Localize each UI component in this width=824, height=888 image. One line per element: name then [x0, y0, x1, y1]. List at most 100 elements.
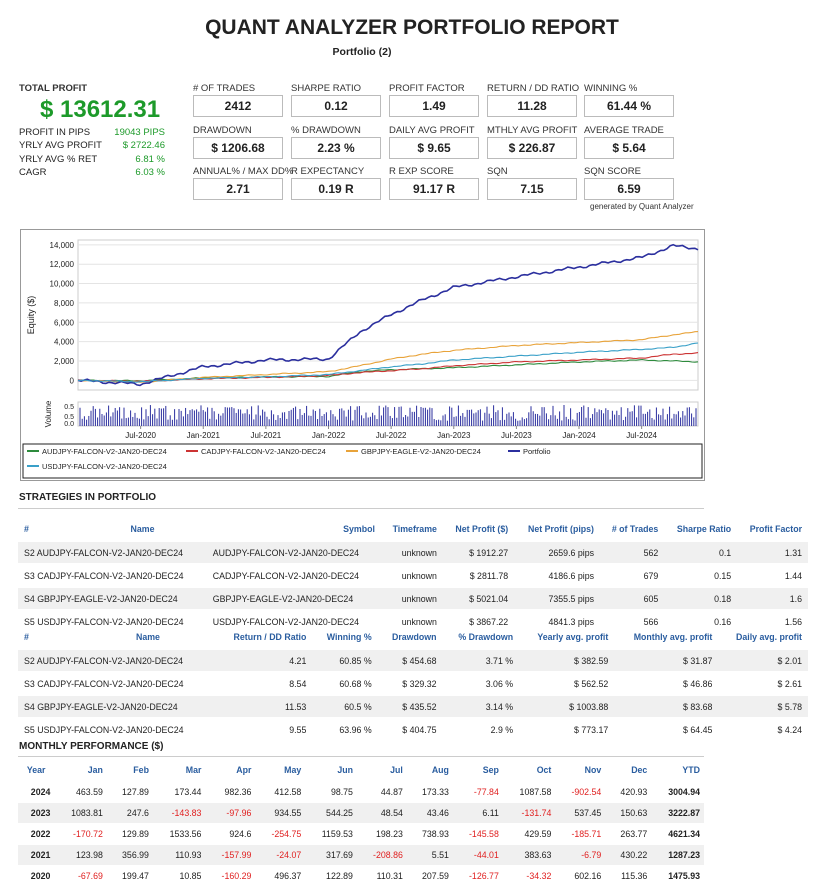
- ytd-cell: 4621.34: [651, 823, 704, 845]
- table-cell: 4186.6 pips: [514, 563, 600, 587]
- column-header: Daily avg. profit: [736, 632, 802, 642]
- metric-card: DAILY AVG PROFIT $ 9.65: [389, 125, 486, 159]
- metric-label: SQN: [487, 166, 508, 177]
- column-header: % Drawdown: [458, 632, 514, 642]
- column-header: Dec: [631, 765, 648, 775]
- y-tick-label: 6,000: [54, 318, 75, 327]
- metric-card: AVERAGE TRADE $ 5.64: [584, 125, 681, 159]
- column-header: Feb: [133, 765, 149, 775]
- equity-chart: 14,000 12,000 10,000 8,000 6,000 4,000 2,000 0 E…: [20, 229, 705, 481]
- table-cell: 3.71 %: [442, 648, 520, 672]
- column-header: Drawdown: [392, 632, 437, 642]
- strategy-name-cell: S3 CADJPY-FALCON-V2-JAN20-DEC24: [18, 671, 215, 695]
- year-cell: 2020: [18, 865, 55, 886]
- metric-value: 61.44 %: [584, 95, 674, 117]
- column-header: Jan: [87, 765, 103, 775]
- column-header: Net Profit ($): [455, 524, 509, 534]
- strategy-name: CADJPY-FALCON-V2-JAN20-DEC24: [37, 570, 184, 581]
- strategy-id: S2: [24, 655, 37, 666]
- metric-card: DRAWDOWN $ 1206.68: [193, 125, 290, 159]
- metric-card: ANNUAL% / MAX DD% 2.71: [193, 166, 294, 200]
- column-header: Profit Factor: [749, 524, 802, 534]
- month-cell: 356.99: [106, 844, 153, 866]
- column-header: Nov: [584, 765, 602, 775]
- table-cell: unknown: [380, 586, 443, 610]
- table-row: S5 USDJPY-FALCON-V2-JAN20-DEC24 USDJPY-FA…: [18, 609, 808, 632]
- strategy-name: AUDJPY-FALCON-V2-JAN20-DEC24: [36, 547, 184, 558]
- metric-label: DRAWDOWN: [193, 125, 252, 136]
- divider: [18, 508, 704, 509]
- table-row: S5 USDJPY-FALCON-V2-JAN20-DEC24 9.55 63.96…: [18, 717, 808, 740]
- table-cell: 1.6: [737, 586, 808, 610]
- table-cell: unknown: [380, 609, 443, 632]
- table-cell: unknown: [380, 563, 443, 587]
- volume-tick-label: 0.5: [64, 414, 74, 421]
- metric-card: RETURN / DD RATIO 11.28: [487, 83, 584, 117]
- month-cell: 496.37: [255, 865, 306, 886]
- table-cell: 2.9 %: [442, 717, 520, 740]
- table-cell: 60.5 %: [312, 694, 378, 718]
- table-cell: 8.54: [214, 671, 313, 695]
- table-cell: $ 454.68: [377, 648, 443, 672]
- table-row: S4 GBPJPY-EAGLE-V2-JAN20-DEC24 GBPJPY-EAG…: [18, 586, 808, 610]
- table-row: S3 CADJPY-FALCON-V2-JAN20-DEC24 8.54 60.68…: [18, 671, 808, 695]
- table-row: S3 CADJPY-FALCON-V2-JAN20-DEC24 CADJPY-FA…: [18, 563, 808, 587]
- month-cell: 982.36: [205, 781, 256, 803]
- month-cell: 173.44: [152, 781, 206, 803]
- month-cell: 5.51: [406, 844, 453, 866]
- month-cell: 1159.53: [305, 823, 357, 845]
- legend-label: AUDJPY-FALCON-V2-JAN20-DEC24: [42, 447, 167, 456]
- legend-label: Portfolio: [523, 447, 551, 456]
- month-cell: -208.86: [356, 844, 407, 866]
- metric-value: 0.12: [291, 95, 381, 117]
- column-header: May: [284, 765, 302, 775]
- column-header: Return / DD Ratio: [233, 632, 307, 642]
- metric-value: 6.59: [584, 178, 674, 200]
- month-cell: 263.77: [605, 823, 652, 845]
- table-cell: 4841.3 pips: [514, 609, 600, 632]
- metric-label: ANNUAL% / MAX DD%: [193, 166, 294, 177]
- table-cell: $ 46.86: [614, 671, 719, 695]
- month-cell: -34.32: [502, 865, 556, 886]
- metric-label: MTHLY AVG PROFIT: [487, 125, 578, 136]
- strategy-name: GBPJPY-EAGLE-V2-JAN20-DEC24: [37, 593, 178, 604]
- month-cell: 738.93: [406, 823, 453, 845]
- summary-value: 19043 PIPS: [114, 127, 165, 138]
- summary-label: YRLY AVG % RET: [19, 154, 98, 165]
- table-cell: $ 435.52: [377, 694, 443, 718]
- column-header: Year: [26, 765, 46, 775]
- summary-row: YRLY AVG PROFIT $ 2722.46: [19, 140, 165, 151]
- month-cell: 199.47: [106, 865, 153, 886]
- metric-label: R EXP SCORE: [389, 166, 454, 177]
- y-axis-label: Equity ($): [26, 296, 36, 335]
- table-cell: 605: [600, 586, 665, 610]
- table-row: 2023 1083.81 247.6 -143.83 -97.96 934.55 544.2…: [18, 802, 704, 824]
- series-line: [77, 331, 699, 383]
- summary-label: PROFIT IN PIPS: [19, 127, 91, 138]
- metric-label: SHARPE RATIO: [291, 83, 362, 94]
- volume-tick-label: 0.0: [64, 421, 74, 428]
- month-cell: -131.74: [502, 802, 556, 824]
- table-cell: $ 3867.22: [442, 609, 515, 632]
- equity-chart-svg: 14,000 12,000 10,000 8,000 6,000 4,000 2,000 0 E…: [22, 239, 703, 479]
- month-cell: -126.77: [452, 865, 503, 886]
- table-cell: 1.31: [737, 540, 808, 564]
- metric-card: SHARPE RATIO 0.12: [291, 83, 388, 117]
- metric-label: AVERAGE TRADE: [584, 125, 664, 136]
- metric-value: 0.19 R: [291, 178, 381, 200]
- table-cell: $ 1912.27: [442, 540, 515, 564]
- table-cell: 679: [600, 563, 665, 587]
- volume-axis-label: Volume: [44, 400, 53, 427]
- table-cell: 0.15: [664, 563, 738, 587]
- month-cell: -160.29: [205, 865, 256, 886]
- summary-value: 6.81 %: [135, 154, 165, 165]
- y-tick-label: 14,000: [50, 241, 75, 250]
- column-header: Sharpe Ratio: [676, 524, 732, 534]
- month-cell: 44.87: [356, 781, 407, 803]
- table-cell: 60.85 %: [312, 648, 378, 672]
- table-cell: 9.55: [214, 717, 313, 740]
- summary-row: YRLY AVG % RET 6.81 %: [19, 154, 165, 165]
- strategy-name-cell: S2 AUDJPY-FALCON-V2-JAN20-DEC24: [18, 648, 215, 672]
- table-cell: $ 5.78: [718, 694, 808, 718]
- table-cell: $ 382.59: [519, 648, 615, 672]
